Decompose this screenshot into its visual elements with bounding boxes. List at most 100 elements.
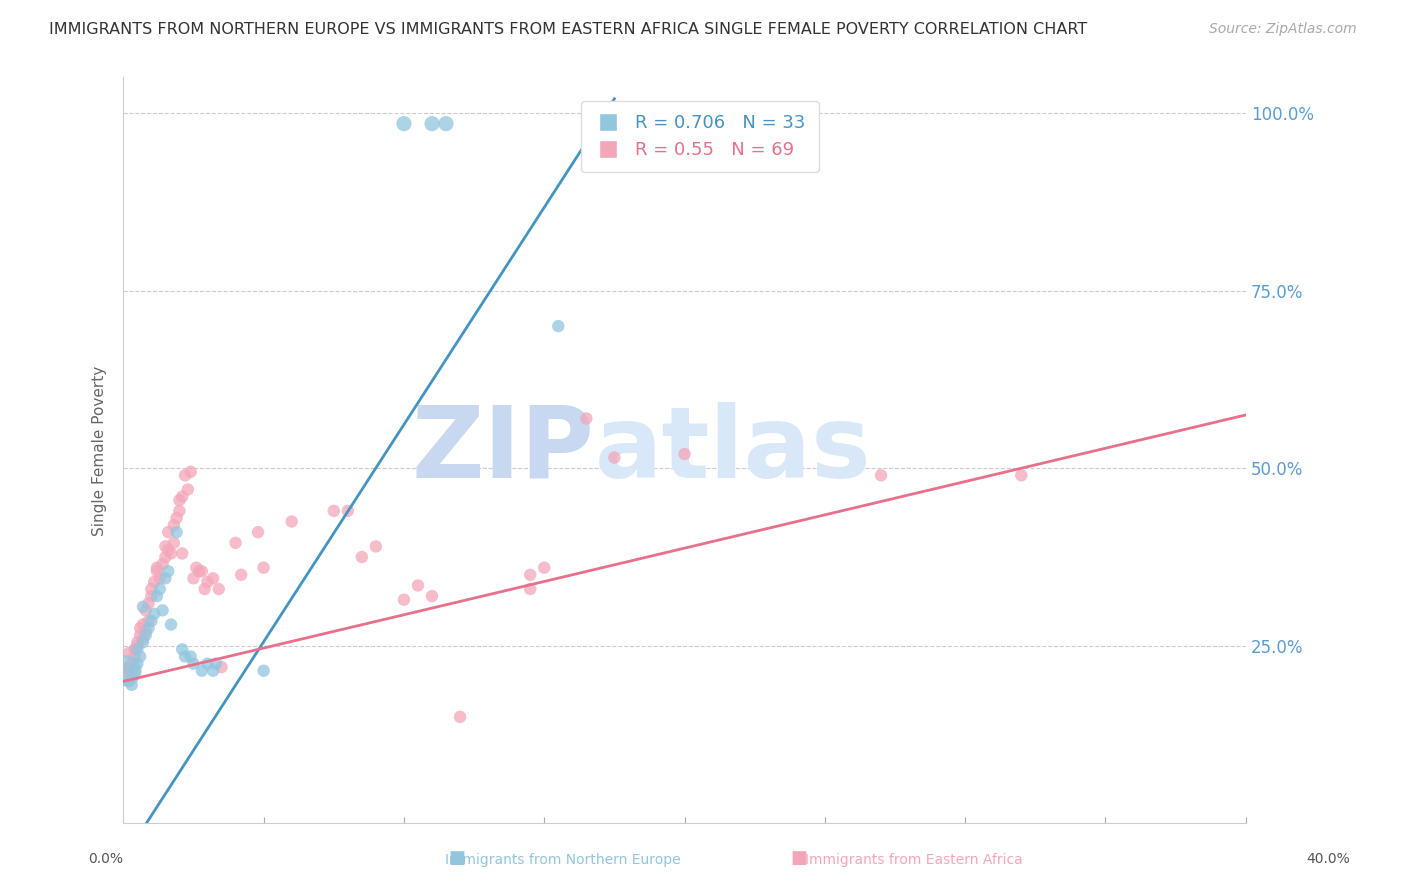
Point [247, 525, 270, 540]
Point [174, 649, 197, 664]
Point [121, 664, 143, 678]
Point [115, 664, 138, 678]
Point [208, 582, 231, 596]
Point [132, 617, 155, 632]
Point [169, 504, 191, 518]
Text: IMMIGRANTS FROM NORTHERN EUROPE VS IMMIGRANTS FROM EASTERN AFRICA SINGLE FEMALE : IMMIGRANTS FROM NORTHERN EUROPE VS IMMIG… [49, 22, 1087, 37]
Text: Immigrants from Northern Europe: Immigrants from Northern Europe [444, 853, 681, 867]
Point [231, 567, 253, 582]
Point [146, 589, 169, 603]
Point [141, 589, 163, 603]
Text: Source: ZipAtlas.com: Source: ZipAtlas.com [1209, 22, 1357, 37]
Point [132, 632, 155, 646]
Point [177, 483, 200, 497]
Point [149, 582, 172, 596]
Y-axis label: Single Female Poverty: Single Female Poverty [93, 366, 107, 535]
Point [202, 571, 225, 585]
Point [336, 504, 359, 518]
Point [603, 450, 626, 465]
Text: ZIP: ZIP [412, 402, 595, 499]
Point [163, 518, 186, 533]
Point [188, 564, 211, 578]
Point [322, 504, 344, 518]
Point [129, 649, 152, 664]
Point [135, 624, 157, 639]
Point [575, 411, 598, 425]
Point [124, 642, 146, 657]
Point [135, 603, 157, 617]
Text: atlas: atlas [595, 402, 872, 499]
Point [169, 493, 191, 508]
Point [392, 592, 415, 607]
Point [129, 621, 152, 635]
Point [174, 468, 197, 483]
Point [172, 642, 194, 657]
Point [180, 465, 202, 479]
Legend: R = 0.706   N = 33, R = 0.55   N = 69: R = 0.706 N = 33, R = 0.55 N = 69 [581, 102, 818, 171]
Point [202, 664, 225, 678]
Point [124, 649, 146, 664]
Point [194, 582, 217, 596]
Point [160, 546, 183, 560]
Point [420, 117, 443, 131]
Point [364, 540, 387, 554]
Point [1010, 468, 1032, 483]
Point [519, 582, 541, 596]
Point [280, 515, 302, 529]
Point [392, 117, 415, 131]
Point [138, 614, 160, 628]
Point [138, 621, 160, 635]
Point [449, 710, 471, 724]
Text: 40.0%: 40.0% [1306, 852, 1351, 866]
Point [166, 511, 188, 525]
Point [118, 674, 141, 689]
Point [180, 649, 202, 664]
Point [406, 578, 429, 592]
Point [141, 582, 163, 596]
Text: ■: ■ [449, 849, 465, 867]
Point [152, 603, 174, 617]
Point [132, 635, 155, 649]
Point [673, 447, 696, 461]
Point [186, 560, 208, 574]
Point [152, 557, 174, 571]
Point [166, 525, 188, 540]
Point [129, 628, 152, 642]
Text: 0.0%: 0.0% [89, 852, 122, 866]
Point [138, 596, 160, 610]
Point [191, 664, 214, 678]
Point [197, 574, 219, 589]
Point [157, 564, 180, 578]
Point [183, 657, 205, 671]
Text: Immigrants from Eastern Africa: Immigrants from Eastern Africa [806, 853, 1022, 867]
Point [146, 560, 169, 574]
Point [121, 678, 143, 692]
Point [350, 549, 373, 564]
Point [141, 614, 163, 628]
Point [197, 657, 219, 671]
Point [135, 628, 157, 642]
Point [155, 549, 177, 564]
Point [127, 657, 149, 671]
Point [160, 617, 183, 632]
Point [124, 664, 146, 678]
Point [121, 657, 143, 671]
Point [118, 660, 141, 674]
Point [183, 571, 205, 585]
Point [205, 657, 228, 671]
Point [118, 646, 141, 660]
Point [420, 589, 443, 603]
Point [149, 571, 172, 585]
Point [127, 635, 149, 649]
Point [155, 571, 177, 585]
Point [519, 567, 541, 582]
Point [191, 564, 214, 578]
Point [547, 319, 569, 334]
Point [127, 642, 149, 657]
Point [143, 574, 166, 589]
Point [157, 543, 180, 558]
Point [172, 546, 194, 560]
Point [870, 468, 893, 483]
Point [155, 540, 177, 554]
Point [127, 639, 149, 653]
